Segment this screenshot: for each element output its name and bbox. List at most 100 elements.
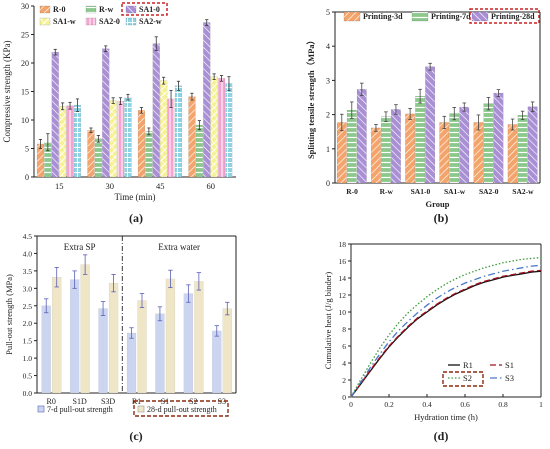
x-tick-label: R0 xyxy=(47,397,56,406)
y-tick-label: 5 xyxy=(326,8,330,17)
y-axis-label: Compressive strength (KPa) xyxy=(2,41,12,143)
bar-printing-7d xyxy=(483,103,494,184)
y-tick-label: 0 xyxy=(25,173,29,182)
legend-highlight-box xyxy=(133,400,229,417)
y-tick-label: 0 xyxy=(326,179,330,188)
x-tick-label: 0.6 xyxy=(460,400,470,409)
x-tick-label: 30 xyxy=(106,181,115,191)
bar-r-w xyxy=(145,131,153,178)
legend-swatch-printing-7d xyxy=(411,11,429,22)
legend-highlight-box xyxy=(121,2,168,16)
y-tick-label: 3 xyxy=(326,76,330,85)
legend-swatch-sa2-0 xyxy=(85,17,97,26)
bar-sa2-w xyxy=(174,85,183,178)
x-tick-label: SA2-0 xyxy=(479,187,499,196)
legend-label-sa1-w: SA1-w xyxy=(53,17,76,26)
bar-printing-7d xyxy=(415,95,425,184)
bar-printing-28d xyxy=(493,92,504,184)
x-tick-label: 0 xyxy=(349,400,353,409)
bar-printing-7d xyxy=(449,113,460,184)
x-tick-label: SA1-0 xyxy=(411,187,431,196)
y-tick-label: 4.0 xyxy=(23,249,33,258)
bar-7-d-pull-out-strength xyxy=(126,332,137,394)
bar-7-d-pull-out-strength xyxy=(212,330,222,394)
bar-r-0 xyxy=(87,130,95,178)
y-tick-label: 5 xyxy=(25,145,29,154)
y-tick-label: 2.0 xyxy=(23,319,33,328)
y-tick-label: 10 xyxy=(21,116,29,125)
bar-r-0 xyxy=(188,96,196,178)
legend-swatch-printing-3d xyxy=(343,11,361,22)
bar-printing-3d xyxy=(371,127,381,184)
bar-sa1-w xyxy=(210,76,218,178)
group-label-extra-sp: Extra SP xyxy=(64,242,96,252)
y-tick-label: 3.5 xyxy=(23,267,33,276)
legend-swatch-r-w xyxy=(85,5,97,14)
bar-28-d-pull-out-strength xyxy=(222,308,232,394)
y-tick-label: 30 xyxy=(21,2,29,11)
y-tick-label: 1.5 xyxy=(23,337,33,346)
legend-label-s3: S3 xyxy=(505,373,514,383)
bar-sa1-0 xyxy=(51,52,59,178)
legend-label-r-w: R-w xyxy=(99,5,113,14)
y-axis-label: Splitting tensile strength（MPa） xyxy=(306,36,316,159)
y-tick-label: 4.5 xyxy=(23,232,33,241)
panel-labels: (a) (b) (c) (d) xyxy=(129,211,448,443)
x-tick-label: R-0 xyxy=(346,187,358,196)
bar-printing-28d xyxy=(459,106,470,184)
bar-printing-7d xyxy=(346,110,357,184)
series-line-r1 xyxy=(350,270,542,398)
legend-label-7-d-pull-out-strength: 7-d pull-out strength xyxy=(47,405,113,414)
bar-printing-3d xyxy=(405,113,415,184)
y-tick-label: 14 xyxy=(339,274,347,283)
y-tick-label: 4 xyxy=(326,42,330,51)
bar-7-d-pull-out-strength xyxy=(41,305,51,394)
legend-label-s2: S2 xyxy=(463,373,472,383)
series-line-s2 xyxy=(350,256,542,398)
bar-printing-3d xyxy=(336,122,347,184)
y-tick-label: 25 xyxy=(21,31,29,40)
bar-7-d-pull-out-strength xyxy=(98,308,108,394)
y-tick-label: 3.0 xyxy=(23,284,33,293)
bar-r-w xyxy=(195,124,203,178)
bar-sa1-w xyxy=(59,106,67,178)
y-tick-label: 0 xyxy=(342,393,346,402)
bar-sa1-w xyxy=(160,80,168,178)
legend-label-printing-7d: Printing-7d xyxy=(431,12,471,21)
y-tick-label: 20 xyxy=(21,59,29,68)
bar-sa2-0 xyxy=(66,105,74,178)
bar-sa1-0 xyxy=(152,43,160,178)
legend-label-r1: R1 xyxy=(463,360,473,370)
y-tick-label: 2.5 xyxy=(23,302,33,311)
legend-label-sa2-w: SA2-w xyxy=(139,17,162,26)
x-tick-label: R-w xyxy=(380,187,394,196)
panel-label-1: (a) xyxy=(129,211,143,225)
legend-label-sa1-0: SA1-0 xyxy=(139,5,160,14)
y-tick-label: 12 xyxy=(339,291,347,300)
bar-printing-28d xyxy=(425,66,435,184)
panel-label-4: (d) xyxy=(434,429,449,443)
bar-7-d-pull-out-strength xyxy=(69,279,80,394)
series-line-s1 xyxy=(350,269,542,398)
y-axis-label: Cumulative heat (J/g binder) xyxy=(323,272,333,370)
y-tick-label: 1.0 xyxy=(23,354,33,363)
y-tick-label: 18 xyxy=(339,240,347,249)
x-tick-label: 0.2 xyxy=(384,400,394,409)
legend-swatch-7-d-pull-out-strength xyxy=(37,405,45,413)
y-tick-label: 16 xyxy=(339,257,347,266)
y-tick-label: 10 xyxy=(339,308,347,317)
bar-sa2-0 xyxy=(167,98,175,178)
group-label-extra-water: Extra water xyxy=(158,242,200,252)
y-tick-label: 0.0 xyxy=(23,389,33,398)
bar-sa1-w xyxy=(109,100,117,178)
bar-printing-7d xyxy=(517,115,528,184)
x-tick-label: SA2-w xyxy=(512,187,534,196)
y-tick-label: 1 xyxy=(326,145,330,154)
bar-28-d-pull-out-strength xyxy=(137,300,147,394)
x-axis-label: Hydration time (h) xyxy=(414,412,478,422)
x-tick-label: S1D xyxy=(73,397,87,406)
x-tick-label: S2 xyxy=(189,397,197,406)
bar-printing-3d xyxy=(439,122,450,184)
y-tick-label: 15 xyxy=(21,88,29,97)
